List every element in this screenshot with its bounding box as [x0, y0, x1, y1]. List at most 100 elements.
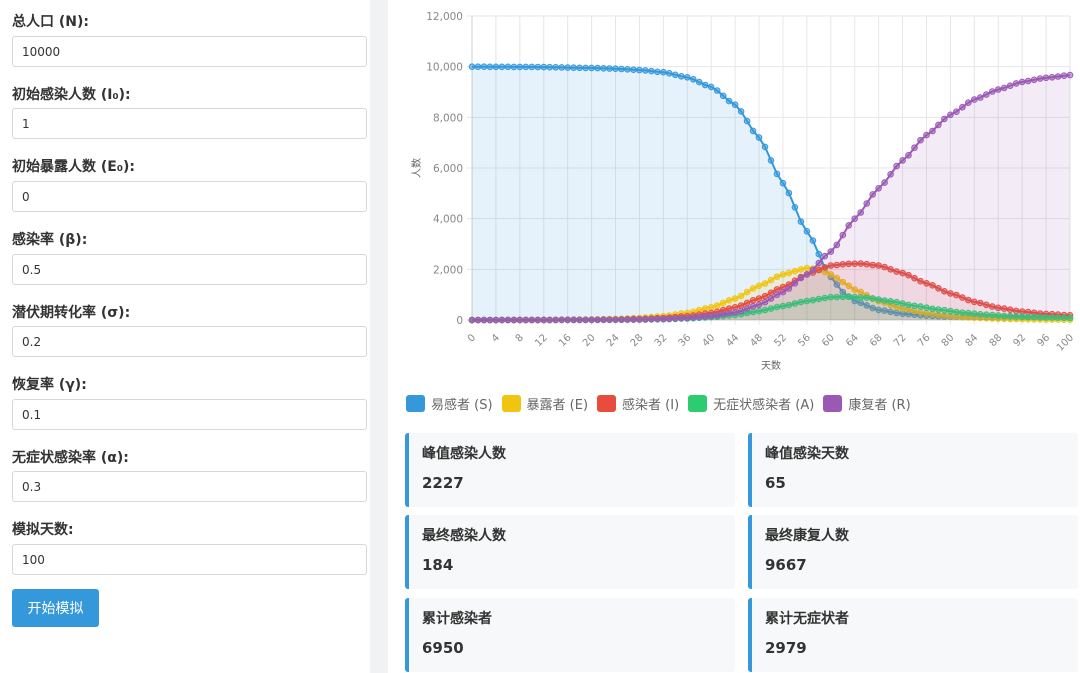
- x-tick-label: 80: [940, 332, 957, 349]
- series-point-4: [1048, 74, 1056, 81]
- series-point-4: [941, 115, 948, 123]
- series-point-0: [660, 68, 667, 76]
- series-point-2: [935, 285, 942, 292]
- series-point-1: [755, 282, 763, 290]
- series-point-4: [642, 316, 649, 323]
- series-point-4: [737, 307, 745, 315]
- parameter-sidebar: 总人口 (N): 初始感染人数 (I₀): 初始暴露人数 (E₀): 感染率 (…: [0, 0, 370, 673]
- series-point-4: [965, 99, 972, 106]
- series-point-2: [737, 302, 745, 309]
- legend-swatch-s: [406, 394, 425, 412]
- simulation-days-input[interactable]: [12, 544, 367, 575]
- legend-item-i[interactable]: 感染者 (I): [597, 394, 679, 413]
- legend-item-a[interactable]: 无症状感染者 (A): [688, 394, 814, 413]
- legend-swatch-e: [501, 394, 521, 412]
- series-point-0: [552, 64, 559, 71]
- series-point-4: [666, 315, 673, 323]
- series-point-4: [594, 316, 601, 324]
- series-point-1: [797, 266, 805, 273]
- initial-infected-label: 初始感染人数 (I₀):: [12, 87, 131, 103]
- series-point-2: [911, 274, 918, 282]
- series-point-3: [815, 295, 823, 303]
- series-point-1: [851, 286, 859, 293]
- series-point-0: [755, 134, 763, 141]
- x-axis-title: 天数: [761, 359, 781, 372]
- x-tick-label: 60: [820, 332, 837, 349]
- legend-item-r[interactable]: 康复者 (R): [823, 394, 911, 413]
- series-point-2: [881, 263, 888, 271]
- series-point-3: [773, 303, 781, 311]
- asymptomatic-rate-input[interactable]: [12, 471, 367, 502]
- x-tick-label: 8: [514, 332, 526, 344]
- recovery-rate-input[interactable]: [12, 399, 367, 430]
- series-point-4: [672, 315, 679, 322]
- series-point-0: [588, 64, 595, 72]
- series-area-0: [472, 66, 1070, 320]
- x-tick-label: 64: [844, 332, 861, 349]
- legend-swatch-a: [688, 394, 708, 412]
- infection-rate-input[interactable]: [12, 254, 367, 285]
- series-point-4: [636, 316, 643, 323]
- series-point-4: [821, 252, 829, 260]
- x-tick-label: 12: [533, 332, 550, 349]
- series-point-4: [851, 215, 859, 222]
- series-point-2: [923, 280, 930, 287]
- stat-card-peak-day: 峰值感染天数 65: [748, 433, 1078, 507]
- stat-card-final-recovered: 最终康复人数 9667: [748, 515, 1078, 589]
- series-point-4: [498, 316, 506, 324]
- series-point-0: [654, 68, 661, 76]
- y-tick-label: 8,000: [433, 112, 463, 124]
- series-point-4: [618, 316, 625, 324]
- series-point-4: [839, 231, 847, 239]
- series-point-0: [522, 63, 530, 71]
- series-point-3: [791, 300, 799, 307]
- x-tick-label: 92: [1011, 332, 1028, 349]
- series-point-3: [797, 298, 805, 306]
- initial-infected-input[interactable]: [12, 108, 367, 139]
- series-point-4: [923, 131, 930, 139]
- seair-line-chart: 0 4 8 12 16 20 24 28 32 36 40 44 48 52 56 60 64 68 72 76 80 8…: [410, 11, 1076, 372]
- start-simulation-button[interactable]: 开始模拟: [12, 589, 99, 627]
- series-point-0: [719, 92, 727, 100]
- series-point-0: [690, 76, 697, 83]
- series-point-4: [510, 316, 518, 324]
- series-point-0: [534, 63, 542, 71]
- series-point-4: [504, 316, 512, 324]
- series-point-2: [875, 262, 882, 269]
- series-point-4: [624, 316, 631, 323]
- legend-item-s[interactable]: 易感者 (S): [406, 394, 493, 413]
- series-point-4: [540, 316, 548, 324]
- incubation-rate-input[interactable]: [12, 326, 367, 357]
- series-point-0: [881, 307, 888, 314]
- series-point-4: [791, 280, 799, 287]
- incubation-rate-label: 潜伏期转化率 (σ):: [12, 305, 131, 321]
- series-point-0: [468, 63, 476, 70]
- x-tick-label: 48: [748, 332, 765, 349]
- series-point-4: [1000, 84, 1008, 92]
- series-point-3: [1066, 314, 1074, 322]
- series-point-4: [564, 316, 571, 324]
- series-point-0: [546, 63, 553, 71]
- initial-exposed-input[interactable]: [12, 181, 367, 212]
- series-point-4: [773, 291, 781, 299]
- series-point-0: [791, 204, 799, 211]
- series-point-4: [917, 136, 924, 144]
- stat-value: 9667: [765, 556, 807, 574]
- series-point-2: [971, 298, 978, 306]
- series-point-2: [983, 301, 990, 309]
- x-tick-label: 100: [1055, 332, 1076, 353]
- stat-label: 累计无症状者: [765, 611, 849, 627]
- series-point-0: [731, 101, 739, 108]
- series-point-2: [917, 277, 924, 285]
- series-point-0: [743, 117, 751, 125]
- series-point-0: [486, 63, 494, 71]
- legend-item-e[interactable]: 暴露者 (E): [501, 394, 588, 413]
- population-input[interactable]: [12, 36, 367, 67]
- series-point-1: [779, 271, 787, 278]
- series-point-3: [923, 304, 930, 312]
- x-tick-label: 36: [677, 332, 694, 349]
- y-tick-label: 12,000: [426, 11, 463, 23]
- series-point-2: [1006, 306, 1014, 314]
- series-point-4: [713, 312, 721, 319]
- series-point-3: [755, 307, 763, 315]
